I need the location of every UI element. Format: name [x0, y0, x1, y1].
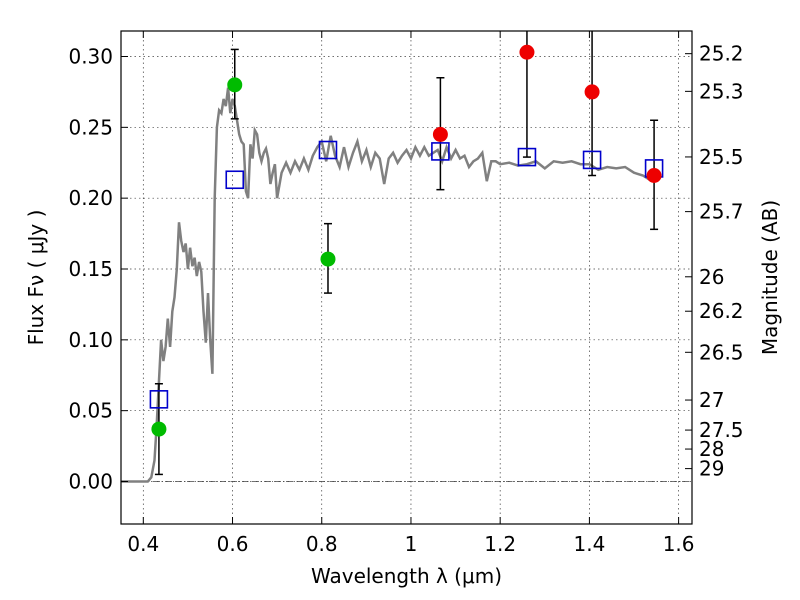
- plot-frame: [120, 30, 693, 525]
- y-tick-label: 0.10: [68, 328, 113, 352]
- model-point: [225, 170, 245, 190]
- x-tick-label: 1.4: [573, 532, 605, 556]
- right-tick-label: 26.2: [699, 299, 744, 323]
- right-tick-label: 27: [699, 388, 724, 412]
- y-tick-label: 0.20: [68, 186, 113, 210]
- observed-photometry-points: [151, 44, 662, 437]
- y-axis-ticks: 0.00 0.05 0.10 0.15 0.20 0.25 0.30: [68, 45, 128, 494]
- x-axis-label: Wavelength λ (μm): [311, 564, 502, 588]
- right-tick-label: 25.5: [699, 145, 744, 169]
- right-tick-label: 28: [699, 437, 724, 461]
- right-tick-label: 25.2: [699, 42, 744, 66]
- x-tick-label: 1: [405, 532, 418, 556]
- observed-point-red: [584, 84, 600, 100]
- y-tick-label: 0.05: [68, 399, 113, 423]
- model-point: [318, 140, 338, 160]
- y-tick-label: 0.15: [68, 257, 113, 281]
- y-tick-label: 0.00: [68, 470, 113, 494]
- x-tick-label: 0.8: [306, 532, 338, 556]
- x-axis-ticks: 0.4 0.6 0.8 1 1.2 1.4 1.6: [127, 31, 695, 556]
- grid: [121, 31, 692, 524]
- error-bars: [154, 31, 659, 476]
- right-tick-label: 25.7: [699, 200, 744, 224]
- observed-point-green: [151, 421, 167, 437]
- y-tick-label: 0.30: [68, 45, 113, 69]
- model-spectrum-line: [121, 87, 653, 483]
- model-point: [149, 390, 169, 409]
- observed-point-red: [646, 168, 662, 183]
- observed-point-green: [227, 77, 243, 93]
- model-point: [517, 147, 537, 167]
- right-tick-label: 25.3: [699, 79, 744, 103]
- right-tick-label: 26: [699, 265, 724, 289]
- x-tick-label: 1.6: [663, 532, 695, 556]
- right-tick-label: 27.5: [699, 418, 744, 442]
- observed-point-red: [432, 126, 448, 142]
- x-tick-label: 0.6: [217, 532, 249, 556]
- y-axis-label: Flux Fν ( μJy ): [24, 210, 48, 346]
- observed-point-green: [320, 251, 336, 267]
- observed-point-red: [519, 44, 535, 60]
- right-tick-label: 26.5: [699, 340, 744, 364]
- right-tick-label: 29: [699, 457, 724, 481]
- right-axis-label: Magnitude (AB): [758, 200, 782, 355]
- model-point: [431, 142, 450, 161]
- x-tick-label: 1.2: [484, 532, 516, 556]
- y-tick-label: 0.25: [68, 115, 113, 139]
- x-tick-label: 0.4: [127, 532, 159, 556]
- model-point: [582, 150, 602, 170]
- model-photometry-points: [149, 140, 664, 409]
